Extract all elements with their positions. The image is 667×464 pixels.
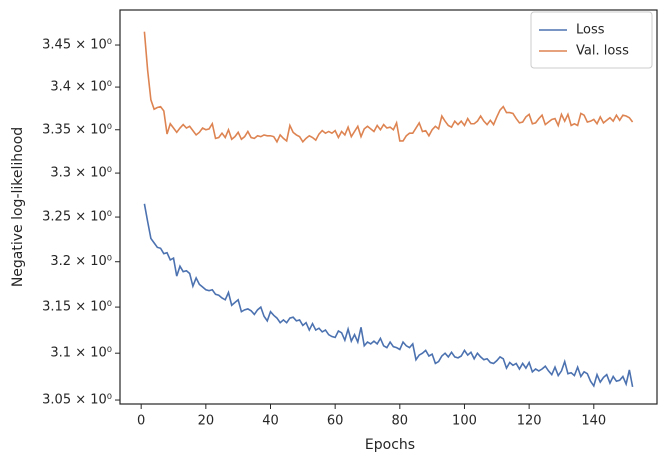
y-tick-label: 3.25 × 10⁰ [42, 210, 112, 225]
x-tick-label: 100 [452, 414, 477, 429]
y-tick-label: 3.15 × 10⁰ [42, 300, 112, 315]
y-tick-label: 3.2 × 10⁰ [50, 254, 112, 269]
x-tick-label: 0 [137, 414, 145, 429]
y-tick-label: 3.3 × 10⁰ [50, 166, 112, 181]
y-tick-label: 3.1 × 10⁰ [50, 346, 112, 361]
x-tick-label: 40 [262, 414, 279, 429]
y-tick-label: 3.05 × 10⁰ [42, 393, 112, 408]
x-tick-label: 20 [198, 414, 215, 429]
series-line [143, 203, 634, 388]
y-axis-label: Negative log-likelihood [10, 127, 26, 287]
x-tick-label: 80 [392, 414, 409, 429]
x-tick-label: 140 [581, 414, 606, 429]
series-line [143, 31, 634, 144]
y-tick-label: 3.35 × 10⁰ [42, 122, 112, 137]
legend-label: Val. loss [576, 44, 629, 59]
y-tick-label: 3.4 × 10⁰ [50, 80, 112, 95]
plot-frame [119, 9, 658, 405]
x-axis-label: Epochs [365, 437, 415, 453]
legend-label: Loss [576, 23, 605, 38]
x-tick-label: 120 [517, 414, 542, 429]
legend-box [530, 11, 653, 69]
x-tick-label: 60 [327, 414, 344, 429]
y-tick-label: 3.45 × 10⁰ [42, 38, 112, 53]
